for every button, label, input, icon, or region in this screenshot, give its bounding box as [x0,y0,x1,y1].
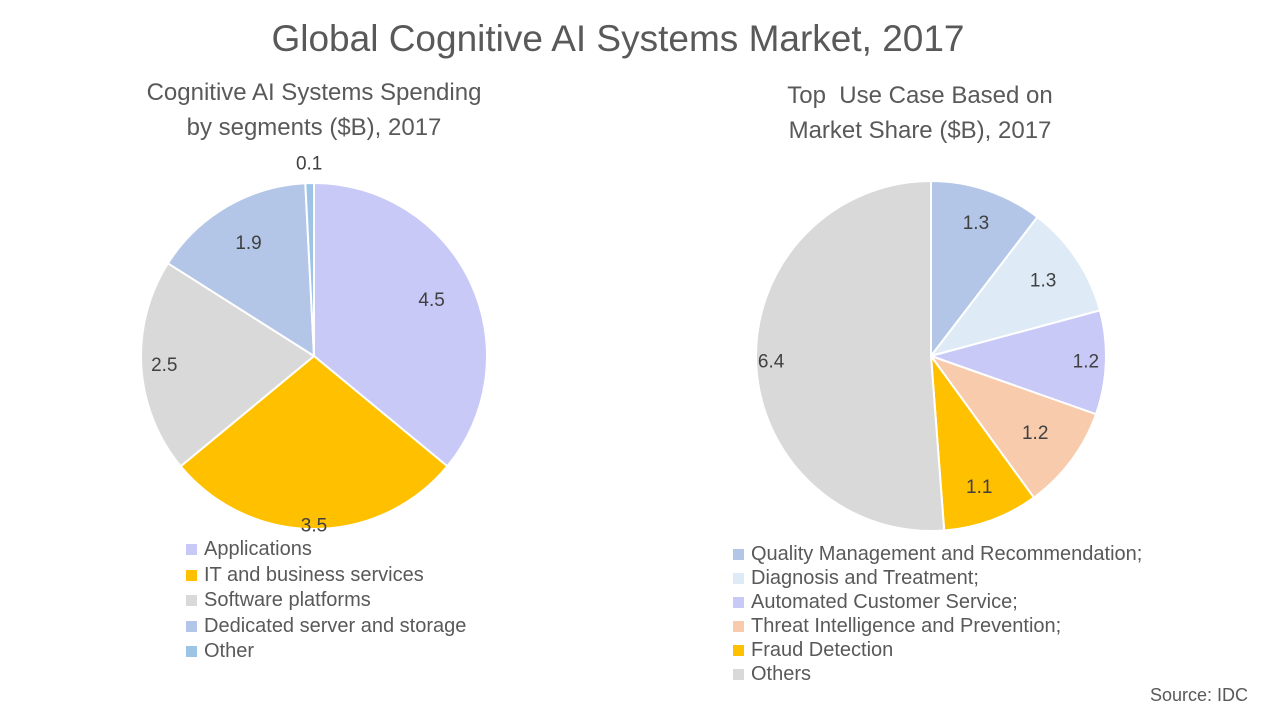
data-label-automated-customer-service: 1.2 [1073,351,1099,372]
data-label-threat-intelligence-and-prevention: 1.2 [1022,423,1048,444]
legend-label: Quality Management and Recommendation; [751,542,1143,565]
legend-label: Software platforms [204,589,371,612]
data-label-applications: 4.5 [418,290,444,311]
right-chart-title-line-1: Top Use Case Based on [787,82,1053,109]
slice-threat-intelligence-and-prevention [928,353,1098,499]
legend-item-others: Others [733,662,1142,686]
legend-item-applications: Applications [186,537,466,563]
legend-item-software-platforms: Software platforms [186,588,466,614]
legend-label: IT and business services [204,563,424,586]
legend-swatch [186,544,197,556]
slice-fraud-detection [929,352,1036,532]
legend-swatch [733,620,744,632]
legend-item-dedicated-server-and-storage: Dedicated server and storage [186,614,466,640]
legend-swatch [733,644,744,656]
slice-software-platforms [140,261,316,468]
legend-swatch [733,596,744,608]
slice-dedicated-server-and-storage [166,182,316,358]
legend-label: Dedicated server and storage [204,614,467,637]
legend-swatch [186,595,197,607]
legend-label: Applications [204,538,312,561]
data-label-fraud-detection: 1.1 [966,477,992,498]
left-chart-title-line-1: Cognitive AI Systems Spending [146,79,482,106]
legend-label: Threat Intelligence and Prevention; [751,614,1062,637]
legend-item-automated-customer-service: Automated Customer Service; [733,590,1142,614]
legend-item-it-and-business-services: IT and business services [186,563,466,589]
data-label-it-and-business-services: 3.5 [301,516,327,537]
legend-swatch [733,548,744,560]
legend-swatch [186,620,197,632]
data-label-software-platforms: 2.5 [151,355,177,376]
right-chart-title-line-2: Market Share ($B), 2017 [788,117,1052,144]
data-label-diagnosis-and-treatment: 1.3 [1030,270,1056,291]
legend-label: Fraud Detection [751,638,894,661]
slice-automated-customer-service [927,309,1107,416]
legend-item-fraud-detection: Fraud Detection [733,638,1142,662]
segments-legend: Applications IT and business services Soft… [186,537,466,665]
main-title: Global Cognitive AI Systems Market, 2017 [271,18,965,59]
legend-swatch [733,572,744,584]
legend-item-other: Other [186,639,466,665]
legend-label: Others [751,662,812,685]
left-chart-title: Cognitive AI Systems Spending by segment… [114,75,514,145]
slice-other [304,181,315,357]
legend-item-threat-intelligence-and-prevention: Threat Intelligence and Prevention; [733,614,1142,638]
data-label-dedicated-server-and-storage: 1.9 [235,233,261,254]
legend-swatch [733,668,744,680]
data-label-other: 0.1 [296,154,322,175]
slice-quality-management-and-recommendation [930,179,1039,359]
legend-label: Other [204,640,255,663]
left-chart-title-line-2: by segments ($B), 2017 [186,114,442,141]
use-case-legend: Quality Management and Recommendation; Di… [733,542,1142,686]
legend-item-quality-management-and-recommendation: Quality Management and Recommendation; [733,542,1142,566]
data-label-quality-management-and-recommendation: 1.3 [963,213,989,234]
slice-applications [313,181,488,468]
slice-others [755,179,946,532]
legend-swatch [186,569,197,581]
legend-label: Diagnosis and Treatment; [751,566,979,589]
legend-item-diagnosis-and-treatment: Diagnosis and Treatment; [733,566,1142,590]
legend-swatch [186,646,197,658]
legend-label: Automated Customer Service; [751,590,1018,613]
data-label-others: 6.4 [758,352,785,373]
slice-it-and-business-services [179,354,449,530]
source-note: Source: IDC [1149,685,1248,705]
right-chart-title: Top Use Case Based on Market Share ($B),… [720,78,1120,148]
